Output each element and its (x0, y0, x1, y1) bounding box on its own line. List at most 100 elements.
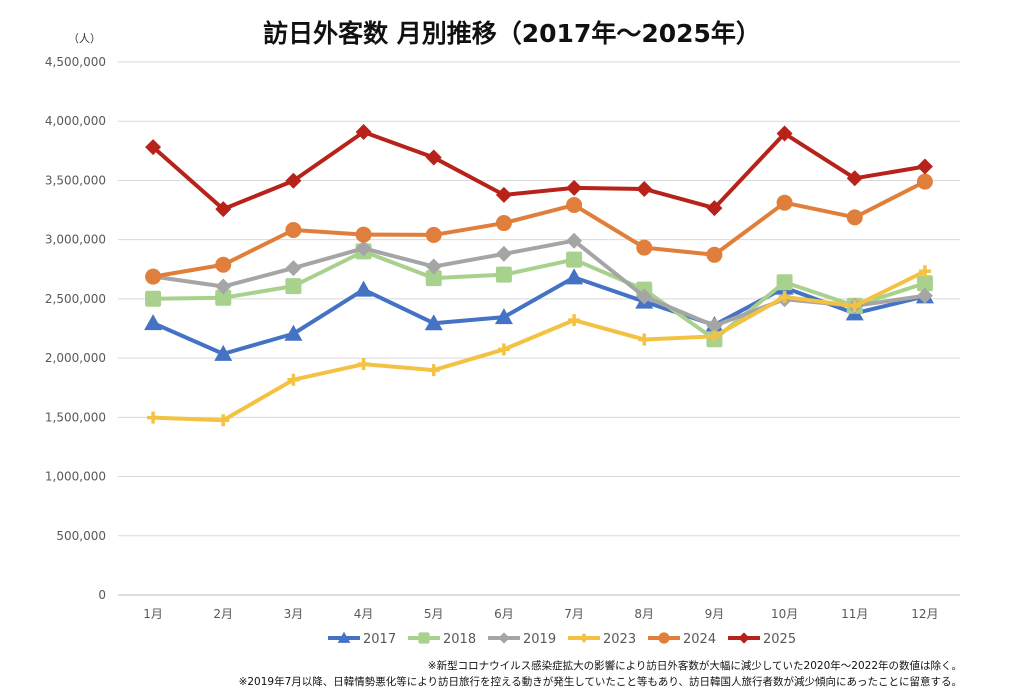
data-point-2025 (846, 170, 863, 187)
data-point-2024 (706, 246, 723, 263)
legend-marker-2018 (418, 632, 430, 644)
data-point-2023 (147, 411, 160, 424)
data-point-2019 (285, 260, 302, 277)
data-point-2024 (566, 197, 583, 214)
data-point-2025 (916, 158, 933, 175)
data-point-2018 (425, 270, 442, 287)
data-point-2024 (215, 256, 232, 273)
data-point-2025 (215, 201, 232, 218)
y-tick-label: 2,000,000 (45, 351, 106, 365)
data-point-2024 (145, 268, 162, 285)
chart-title: 訪日外客数 月別推移（2017年～2025年） (263, 19, 761, 48)
data-point-2024 (916, 173, 933, 190)
x-tick-label: 3月 (284, 607, 304, 621)
legend-marker-2024 (658, 632, 670, 644)
legend-marker-2023 (579, 633, 589, 643)
data-point-2018 (495, 266, 512, 283)
legend-marker-2017 (337, 631, 351, 643)
data-point-2024 (285, 222, 302, 239)
data-point-2023 (708, 330, 721, 343)
footnote-2: ※2019年7月以降、日韓情勢悪化等により訪日旅行を控える動きが発生していたこと… (238, 676, 962, 688)
y-tick-label: 500,000 (56, 529, 106, 543)
data-point-2023 (568, 314, 581, 327)
data-point-2017 (214, 344, 233, 361)
legend-marker-2019 (498, 632, 510, 644)
series-line-2019 (152, 238, 926, 328)
data-point-2024 (846, 209, 863, 226)
data-point-2018 (916, 275, 933, 292)
legend-label: 2018 (443, 632, 476, 647)
series-line-2024 (152, 179, 926, 279)
data-point-2017 (144, 314, 163, 331)
y-tick-label: 1,000,000 (45, 470, 106, 484)
legend-label: 2023 (603, 632, 636, 647)
data-point-2023 (497, 343, 510, 356)
x-tick-label: 11月 (841, 607, 868, 621)
data-point-2018 (215, 289, 232, 306)
data-point-2023 (287, 373, 300, 386)
legend-marker-2025 (738, 632, 750, 644)
data-point-2018 (776, 274, 793, 291)
data-point-2019 (425, 258, 442, 275)
x-tick-label: 2月 (213, 607, 233, 621)
data-point-2023 (217, 414, 230, 427)
x-tick-label: 9月 (705, 607, 725, 621)
y-tick-label: 4,500,000 (45, 55, 106, 69)
x-tick-label: 4月 (354, 607, 374, 621)
x-tick-label: 10月 (771, 607, 798, 621)
data-point-2025 (355, 124, 372, 141)
data-point-2025 (495, 186, 512, 203)
data-point-2025 (706, 200, 723, 217)
series-line-2017 (152, 275, 926, 356)
data-point-2017 (494, 308, 513, 325)
y-tick-label: 1,500,000 (45, 410, 106, 424)
data-point-2024 (495, 215, 512, 232)
data-point-2023 (357, 358, 370, 371)
data-point-2024 (776, 194, 793, 211)
data-point-2019 (706, 317, 723, 334)
data-point-2019 (916, 287, 933, 304)
data-point-2019 (495, 245, 512, 262)
legend-label: 2024 (683, 632, 716, 647)
legend-label: 2019 (523, 632, 556, 647)
data-point-2018 (145, 290, 162, 307)
data-point-2025 (566, 179, 583, 196)
x-tick-label: 6月 (494, 607, 514, 621)
legend-label: 2025 (763, 632, 796, 647)
data-point-2017 (565, 268, 584, 285)
x-tick-label: 8月 (634, 607, 654, 621)
data-point-2025 (425, 149, 442, 166)
y-tick-label: 3,500,000 (45, 173, 106, 187)
data-point-2024 (355, 226, 372, 243)
legend-label: 2017 (363, 632, 396, 647)
y-tick-label: 2,500,000 (45, 292, 106, 306)
data-point-2024 (425, 226, 442, 243)
data-point-2017 (284, 324, 303, 341)
x-tick-label: 7月 (564, 607, 584, 621)
series-line-2025 (151, 130, 926, 212)
data-point-2025 (636, 180, 653, 197)
data-point-2019 (215, 278, 232, 295)
x-tick-label: 1月 (143, 607, 163, 621)
data-point-2018 (566, 251, 583, 268)
data-point-2023 (427, 364, 440, 377)
data-point-2017 (354, 280, 373, 297)
data-point-2023 (918, 265, 931, 278)
footnote-1: ※新型コロナウイルス感染症拡大の影響により訪日外客数が大幅に減少していた2020… (427, 660, 962, 672)
data-point-2025 (776, 125, 793, 142)
data-point-2023 (848, 299, 861, 312)
x-tick-label: 5月 (424, 607, 444, 621)
y-tick-label: 0 (98, 588, 106, 602)
series-line-2023 (153, 269, 926, 423)
data-point-2019 (636, 288, 653, 305)
series-line-2018 (153, 249, 926, 342)
data-point-2025 (145, 139, 162, 156)
data-point-2025 (285, 172, 302, 189)
data-point-2023 (778, 290, 791, 303)
data-point-2024 (636, 239, 653, 256)
data-point-2023 (638, 333, 651, 346)
data-point-2019 (355, 240, 372, 257)
y-axis-unit: （人） (68, 32, 101, 45)
x-tick-label: 12月 (911, 607, 938, 621)
